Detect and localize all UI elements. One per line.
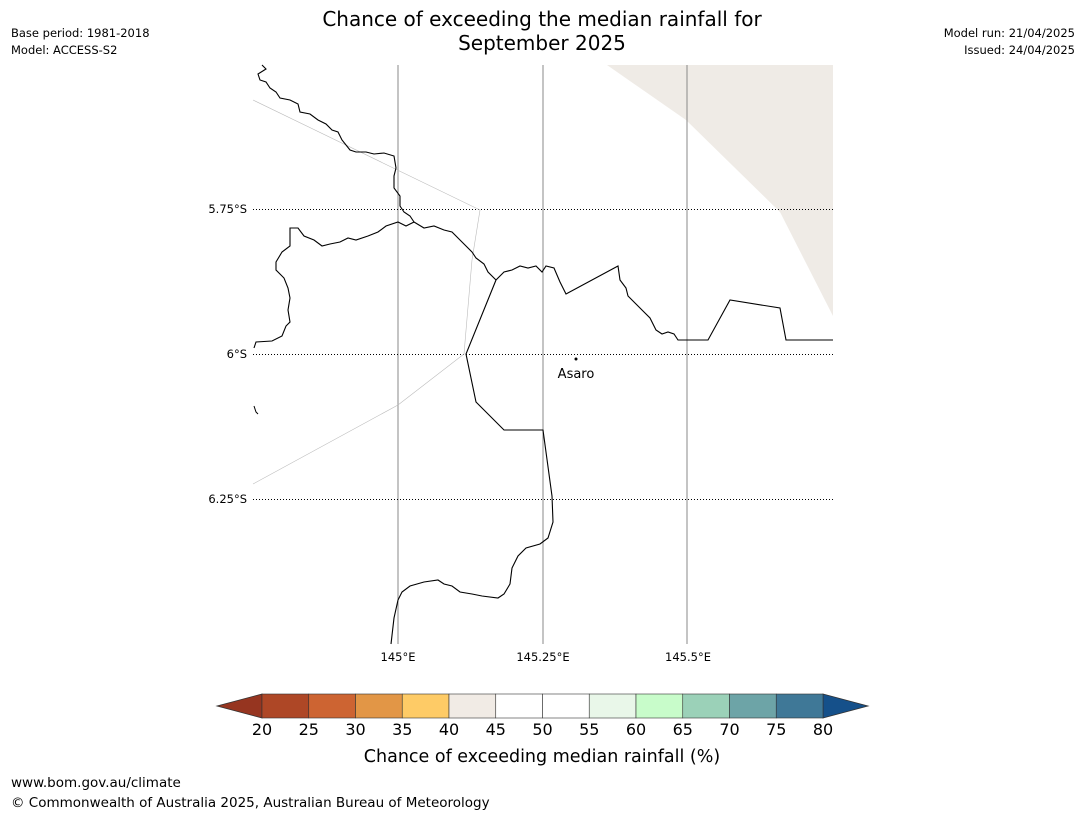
colorbar-cell: [775, 693, 824, 719]
base-period-text: Base period: 1981-2018: [11, 26, 150, 40]
colorbar-tick-label: 55: [579, 720, 599, 739]
lat-axis-labels: 5.75°S 6°S 6.25°S: [208, 202, 247, 506]
colorbar: 20 25 30 35 40 45 50 55 60 65 70 75 80 Chance of exc…: [215, 693, 870, 767]
colorbar-tick-label: 80: [813, 720, 833, 739]
model-text: Model: ACCESS-S2: [11, 43, 118, 57]
colorbar-cell: [635, 693, 684, 719]
colorbar-above-arrow: [822, 693, 870, 719]
asaro-label: Asaro: [558, 367, 595, 382]
page-title: Chance of exceeding the median rainfall …: [242, 7, 842, 55]
issued-text: Issued: 24/04/2025: [964, 43, 1075, 57]
lat-label-6-25: 6.25°S: [208, 492, 247, 506]
asaro-marker: [574, 357, 578, 361]
lon-label-145-5: 145.5°E: [665, 650, 711, 664]
boundary-fragment: [253, 405, 259, 415]
colorbar-tick-label: 70: [719, 720, 739, 739]
lat-label-6: 6°S: [227, 347, 247, 361]
colorbar-tick-label: 40: [439, 720, 459, 739]
run-info-left: Base period: 1981-2018 Model: ACCESS-S2: [11, 25, 150, 59]
boundary-central: [413, 221, 833, 341]
colorbar-tick-label: 50: [532, 720, 552, 739]
colorbar-tick-label: 45: [486, 720, 506, 739]
title-line-2: September 2025: [458, 31, 626, 55]
model-run-text: Model run: 21/04/2025: [943, 26, 1075, 40]
colorbar-cell: [542, 693, 590, 719]
boundary-west: [253, 64, 415, 349]
colorbar-tick-label: 35: [392, 720, 412, 739]
colorbar-cell: [448, 693, 497, 719]
colorbar-cell: [401, 693, 450, 719]
lon-label-145: 145°E: [381, 650, 416, 664]
lon-axis-labels: 145°E 145.25°E 145.5°E: [381, 650, 711, 664]
run-info-right: Model run: 21/04/2025 Issued: 24/04/2025: [944, 25, 1075, 59]
footer-url: www.bom.gov.au/climate: [11, 775, 181, 791]
colorbar-cell: [355, 693, 403, 719]
colorbar-cell: [308, 693, 356, 719]
colorbar-tick-label: 30: [345, 720, 365, 739]
colorbar-tick-label: 65: [673, 720, 693, 739]
footer-copyright: © Commonwealth of Australia 2025, Austra…: [11, 795, 490, 811]
colorbar-tick-label: 75: [766, 720, 786, 739]
colorbar-title: Chance of exceeding median rainfall (%): [364, 747, 720, 767]
colorbar-tick-label: 25: [299, 720, 319, 739]
colorbar-cell: [261, 693, 310, 719]
colorbar-tick-label: 60: [626, 720, 646, 739]
colorbar-cell: [588, 693, 637, 719]
colorbar-cell: [495, 693, 543, 719]
lat-label-5-75: 5.75°S: [208, 202, 247, 216]
colorbar-tick-label: 20: [252, 720, 272, 739]
map-panel: Asaro: [252, 64, 833, 645]
colorbar-cell: [682, 693, 730, 719]
colorbar-cell: [729, 693, 777, 719]
lon-label-145-25: 145.25°E: [516, 650, 569, 664]
faint-boundary-line: [252, 99, 481, 485]
title-line-1: Chance of exceeding the median rainfall …: [322, 7, 762, 31]
shaded-forecast-region: [607, 65, 833, 316]
boundary-south: [390, 279, 554, 645]
colorbar-below-arrow: [215, 693, 263, 719]
